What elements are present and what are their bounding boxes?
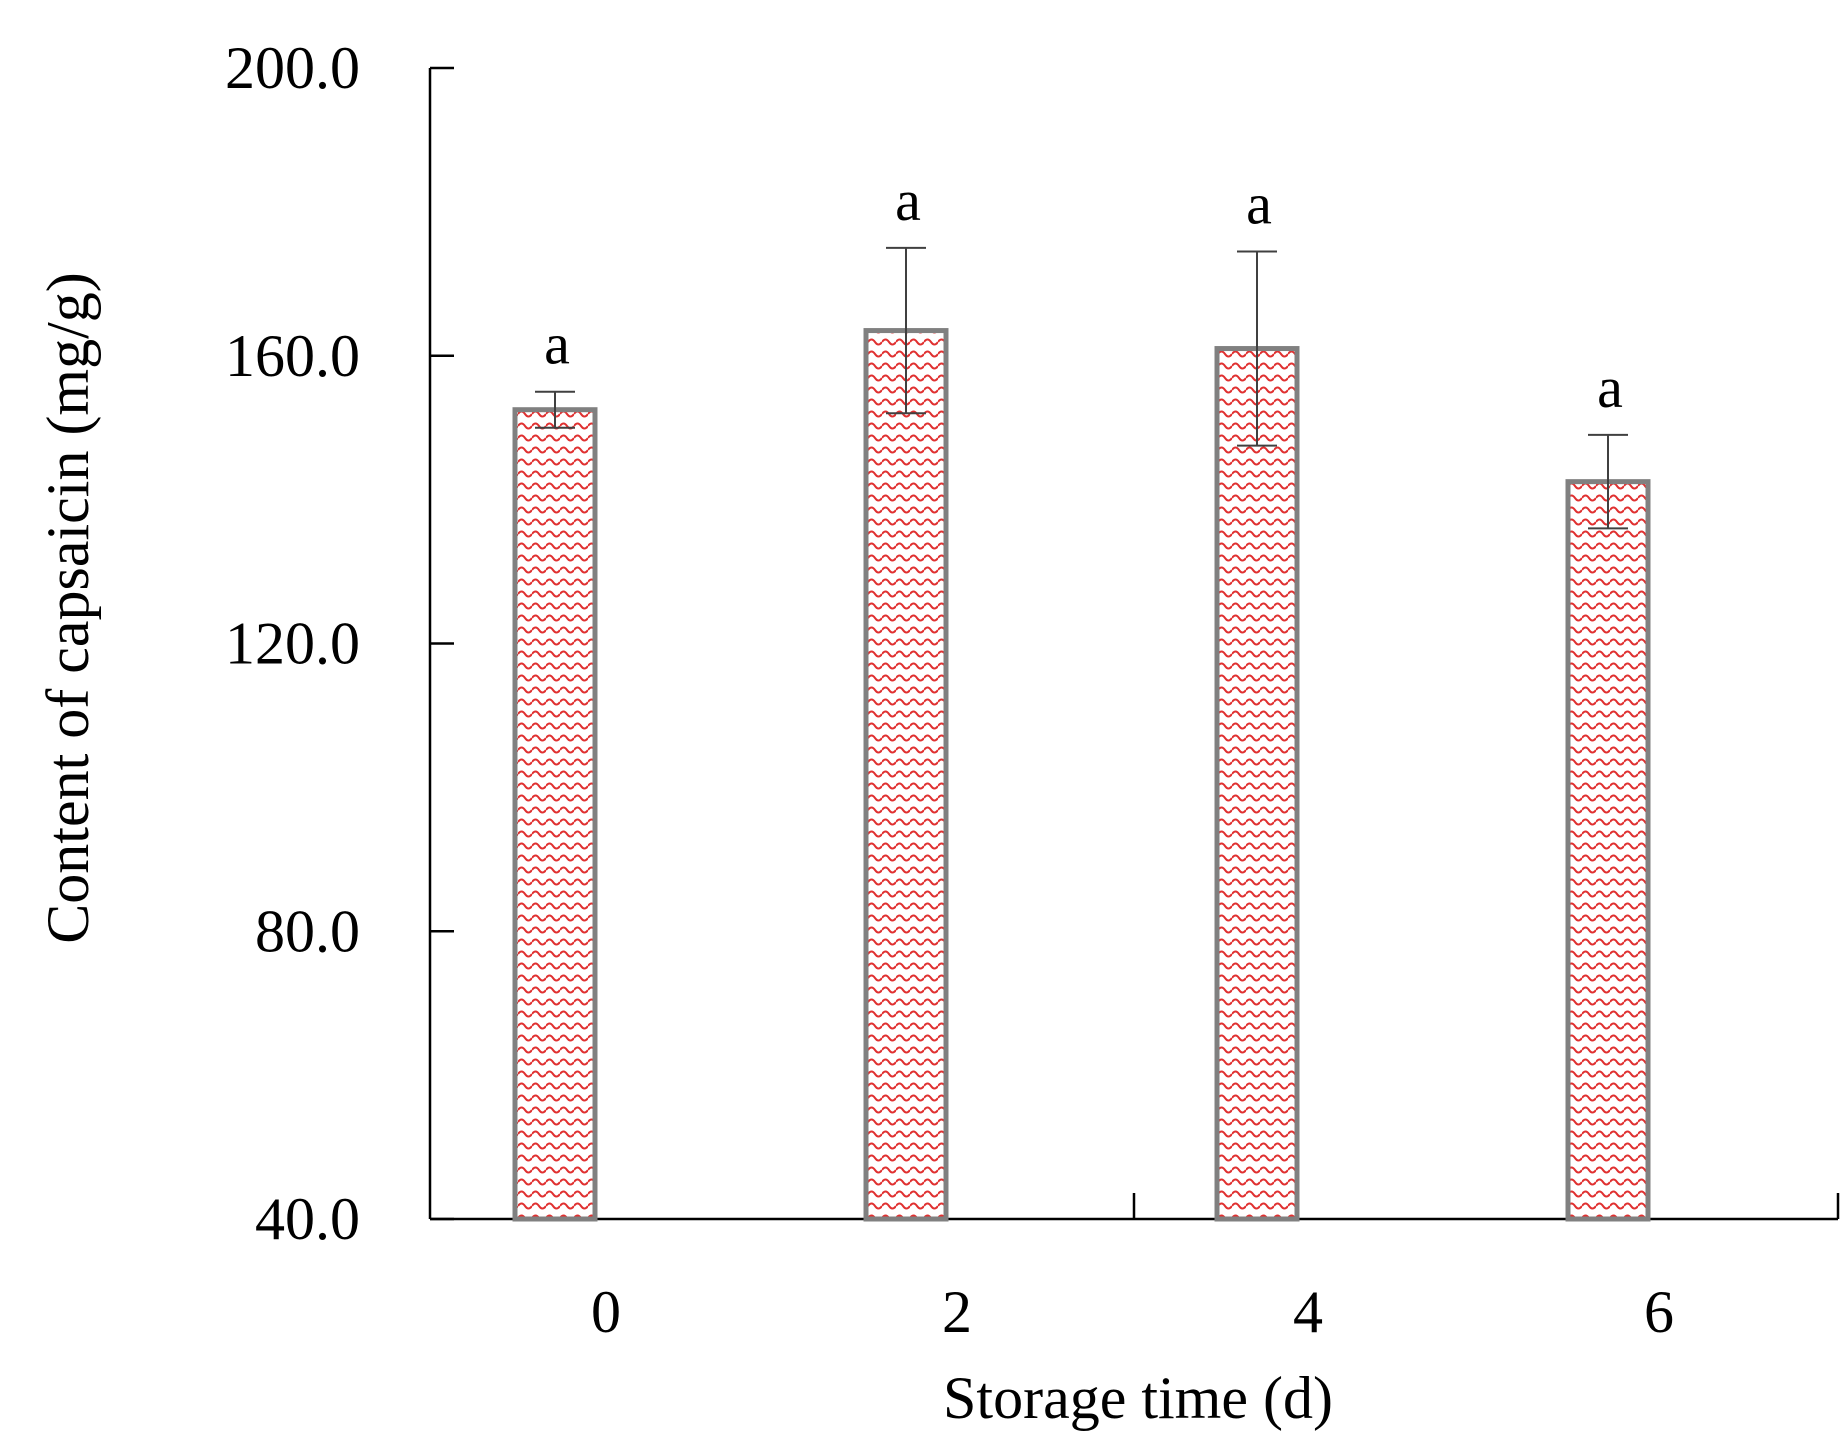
bar-2 — [863, 328, 949, 1222]
y-tick-label: 200.0 — [225, 35, 360, 101]
x-tick-label-6: 6 — [1644, 1279, 1674, 1345]
y-tick-label: 40.0 — [255, 1186, 360, 1252]
x-tick-label-4: 4 — [1293, 1279, 1323, 1345]
y-tick-label: 80.0 — [255, 898, 360, 964]
x-tick-label-2: 2 — [942, 1279, 972, 1345]
bar-4 — [1214, 346, 1300, 1222]
y-tick-label: 120.0 — [225, 611, 360, 677]
x-axis-title: Storage time (d) — [943, 1365, 1333, 1431]
significance-label-4: a — [1246, 171, 1272, 236]
y-axis-title: Content of capsaicin (mg/g) — [35, 272, 101, 943]
bar-0 — [512, 407, 598, 1222]
significance-label-2: a — [895, 168, 921, 233]
y-tick-label: 160.0 — [225, 323, 360, 389]
significance-label-0: a — [544, 312, 570, 377]
significance-label-6: a — [1597, 355, 1623, 420]
plot-area: 40.0 80.0 120.0 160.0 200.0 a 0 a 2 a 4 a 6 Storage t… — [35, 35, 1840, 1431]
x-tick-label-0: 0 — [591, 1279, 621, 1345]
bar-6 — [1565, 479, 1651, 1222]
